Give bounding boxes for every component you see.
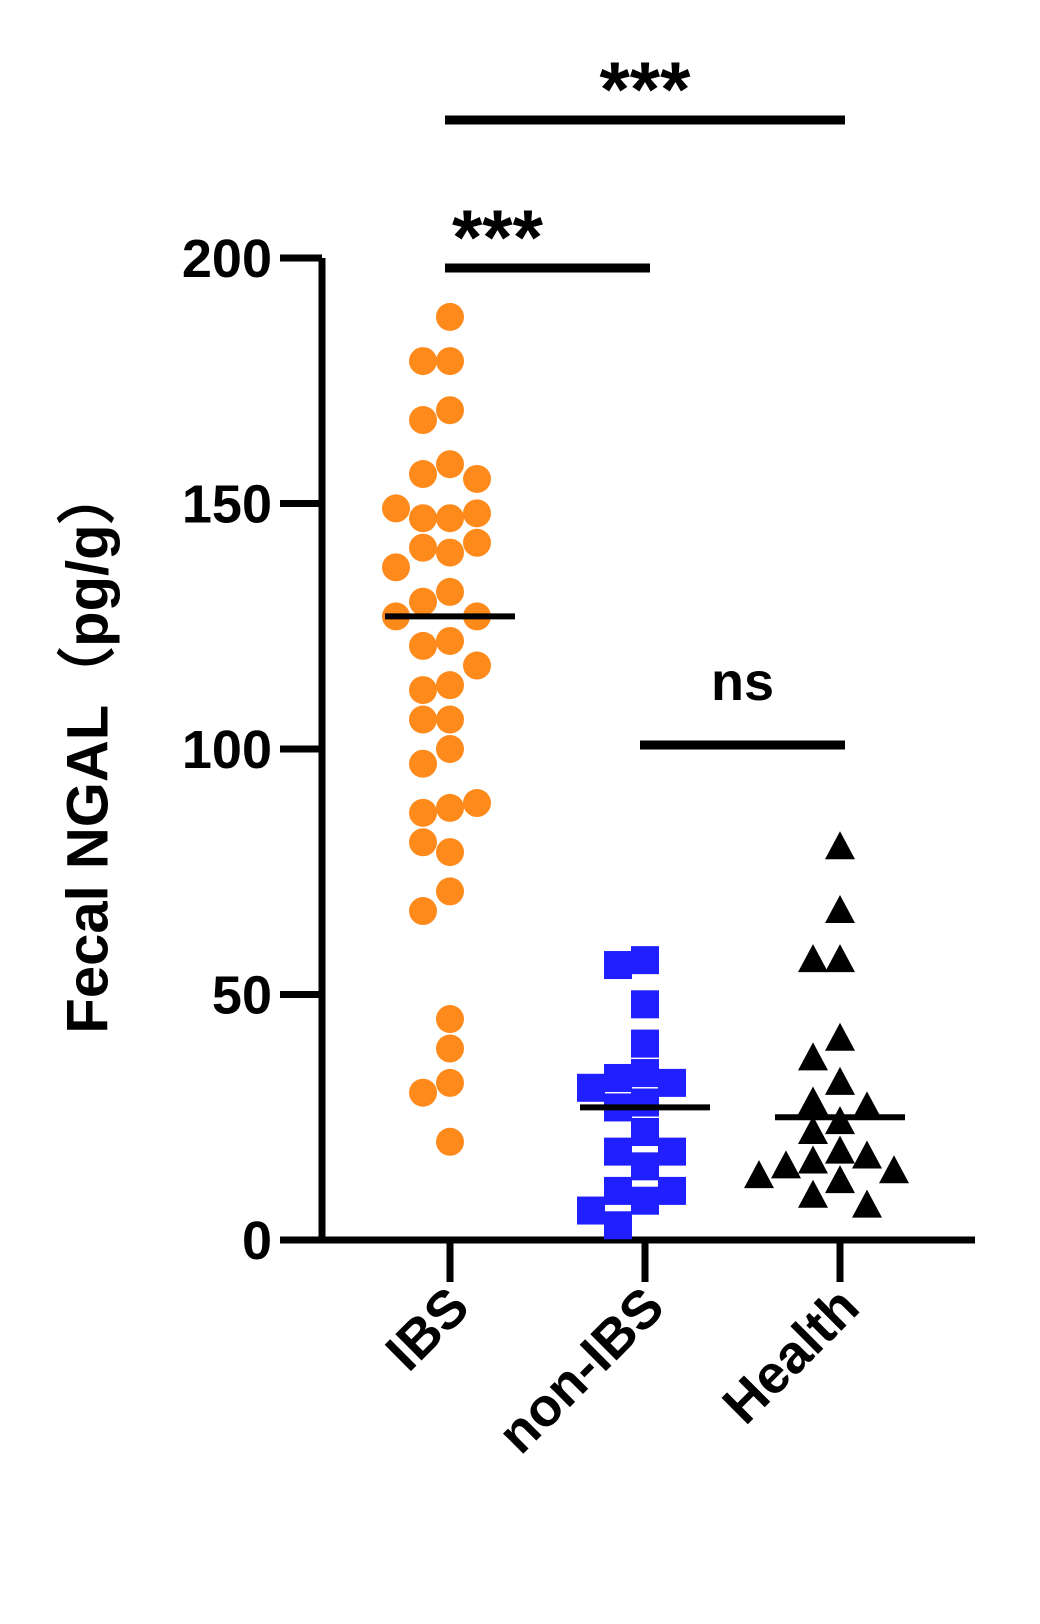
significance-label: *** [599, 45, 691, 133]
data-point [658, 1176, 686, 1205]
data-point [798, 1145, 828, 1174]
data-point [463, 528, 491, 557]
data-point [463, 651, 491, 680]
data-point [744, 1160, 774, 1189]
x-tick-label: non-IBS [487, 1276, 676, 1465]
data-point [463, 499, 491, 528]
data-point [436, 1127, 464, 1156]
data-point [631, 990, 659, 1019]
y-tick-label: 50 [212, 966, 272, 1026]
data-point [631, 1059, 659, 1088]
data-point [825, 1066, 855, 1095]
data-point [436, 1034, 464, 1063]
data-point [825, 1165, 855, 1194]
data-point [577, 1073, 605, 1102]
data-point [463, 464, 491, 493]
data-point [436, 347, 464, 376]
data-point [436, 735, 464, 763]
data-point [436, 793, 464, 822]
data-point [436, 538, 464, 567]
data-point [409, 897, 437, 926]
data-point [436, 302, 464, 331]
data-point [771, 1150, 801, 1179]
x-tick-label: Health [711, 1276, 870, 1435]
data-point [631, 1088, 659, 1117]
data-point [604, 1063, 632, 1092]
data-point [436, 877, 464, 906]
data-point [825, 895, 855, 924]
data-point [409, 631, 437, 660]
data-point [825, 1135, 855, 1164]
data-point [409, 587, 437, 616]
significance-label: ns [711, 652, 774, 712]
data-point [409, 460, 437, 489]
data-point [631, 1152, 659, 1181]
data-point [798, 944, 828, 973]
data-point [436, 838, 464, 867]
data-point [604, 1137, 632, 1166]
data-point [436, 577, 464, 606]
data-point [436, 671, 464, 700]
significance-label: *** [452, 193, 544, 281]
data-point [409, 828, 437, 857]
data-point [463, 789, 491, 818]
data-point [798, 1086, 828, 1115]
data-point [436, 1068, 464, 1097]
data-point [409, 406, 437, 435]
data-point [436, 450, 464, 479]
y-tick-label: 0 [242, 1211, 272, 1271]
data-point [825, 944, 855, 973]
data-point [631, 1117, 659, 1146]
data-point [577, 1196, 605, 1225]
data-point [436, 705, 464, 734]
data-point [631, 946, 659, 975]
data-point [409, 533, 437, 562]
data-point [409, 1078, 437, 1107]
data-point [798, 1115, 828, 1144]
data-point [631, 1029, 659, 1058]
data-point [604, 1211, 632, 1240]
data-point [409, 705, 437, 734]
data-point [409, 749, 437, 778]
data-point [798, 1042, 828, 1071]
data-point [436, 626, 464, 655]
data-point [436, 504, 464, 533]
data-point [825, 1022, 855, 1051]
data-point [604, 1176, 632, 1205]
data-point [409, 676, 437, 705]
data-point [436, 396, 464, 425]
data-point [658, 1137, 686, 1166]
data-point [409, 798, 437, 827]
data-point [631, 1186, 659, 1215]
y-tick-label: 200 [182, 229, 272, 289]
x-tick-label: IBS [374, 1276, 480, 1382]
y-axis-label: Fecal NGAL（pg/g） [55, 466, 120, 1033]
y-tick-label: 100 [182, 720, 272, 780]
data-point [604, 951, 632, 980]
y-tick-label: 150 [182, 475, 272, 535]
data-point [409, 504, 437, 533]
data-point [852, 1140, 882, 1169]
data-point [382, 494, 410, 523]
data-point [879, 1155, 909, 1184]
data-point [798, 1179, 828, 1208]
data-point [825, 831, 855, 860]
data-point [658, 1068, 686, 1097]
data-point [382, 553, 410, 582]
data-point [436, 1005, 464, 1034]
data-point [409, 347, 437, 376]
data-point [852, 1189, 882, 1218]
data-point [852, 1091, 882, 1120]
